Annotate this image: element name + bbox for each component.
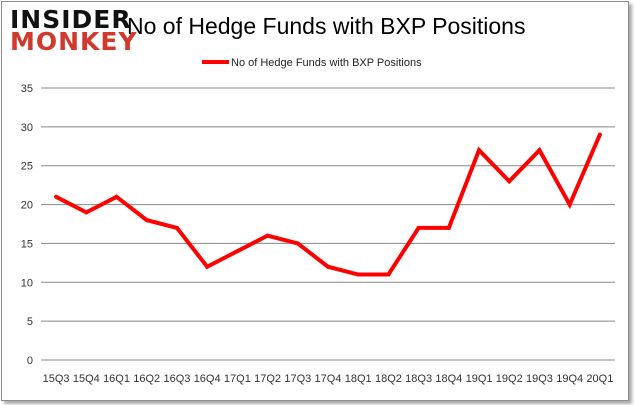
x-tick-label: 16Q3 [163,373,190,385]
data-point [507,179,512,184]
x-tick-label: 18Q2 [375,373,402,385]
x-tick-label: 16Q1 [103,373,130,385]
data-point [54,194,59,199]
y-tick-label: 35 [21,83,33,95]
data-point [326,264,330,269]
data-point [114,194,119,199]
data-point [174,225,179,230]
data-point [537,148,542,153]
x-tick-label: 19Q1 [466,373,493,385]
y-tick-label: 20 [21,200,33,212]
data-point [416,225,421,230]
insider-monkey-logo: INSIDER MONKEY [10,5,138,56]
x-tick-label: 16Q4 [194,373,221,385]
x-tick-label: 17Q4 [315,373,342,385]
y-tick-label: 25 [21,161,33,173]
y-tick-label: 15 [21,238,33,250]
data-point [446,225,451,230]
chart-title: No of Hedge Funds with BXP Positions [127,13,525,39]
y-tick-label: 0 [27,355,33,367]
x-tick-label: 20Q1 [586,373,613,385]
data-point [477,148,482,153]
data-point [84,210,89,215]
x-tick-label: 16Q2 [133,373,160,385]
legend-label: No of Hedge Funds with BXP Positions [231,57,422,69]
data-point [235,249,240,254]
data-point [356,272,361,277]
x-tick-label: 15Q3 [43,373,70,385]
x-tick-label: 17Q1 [224,373,251,385]
data-point [144,218,149,223]
x-tick-label: 18Q4 [435,373,462,385]
logo-line2: MONKEY [10,27,138,56]
data-point [205,264,210,269]
x-tick-label: 19Q4 [556,373,583,385]
x-tick-label: 15Q4 [73,373,100,385]
data-point [386,272,391,277]
y-tick-label: 5 [27,316,33,328]
data-point [597,132,602,137]
data-point [265,233,270,238]
x-tick-label: 18Q1 [345,373,372,385]
y-tick-label: 30 [21,122,33,134]
data-point [295,241,300,246]
x-tick-label: 18Q3 [405,373,432,385]
y-tick-label: 10 [21,277,33,289]
data-point [567,202,572,207]
x-tick-label: 19Q3 [526,373,553,385]
logo-line1: INSIDER [10,5,132,34]
x-tick-label: 17Q3 [284,373,311,385]
x-tick-label: 19Q2 [496,373,523,385]
x-tick-label: 17Q2 [254,373,281,385]
